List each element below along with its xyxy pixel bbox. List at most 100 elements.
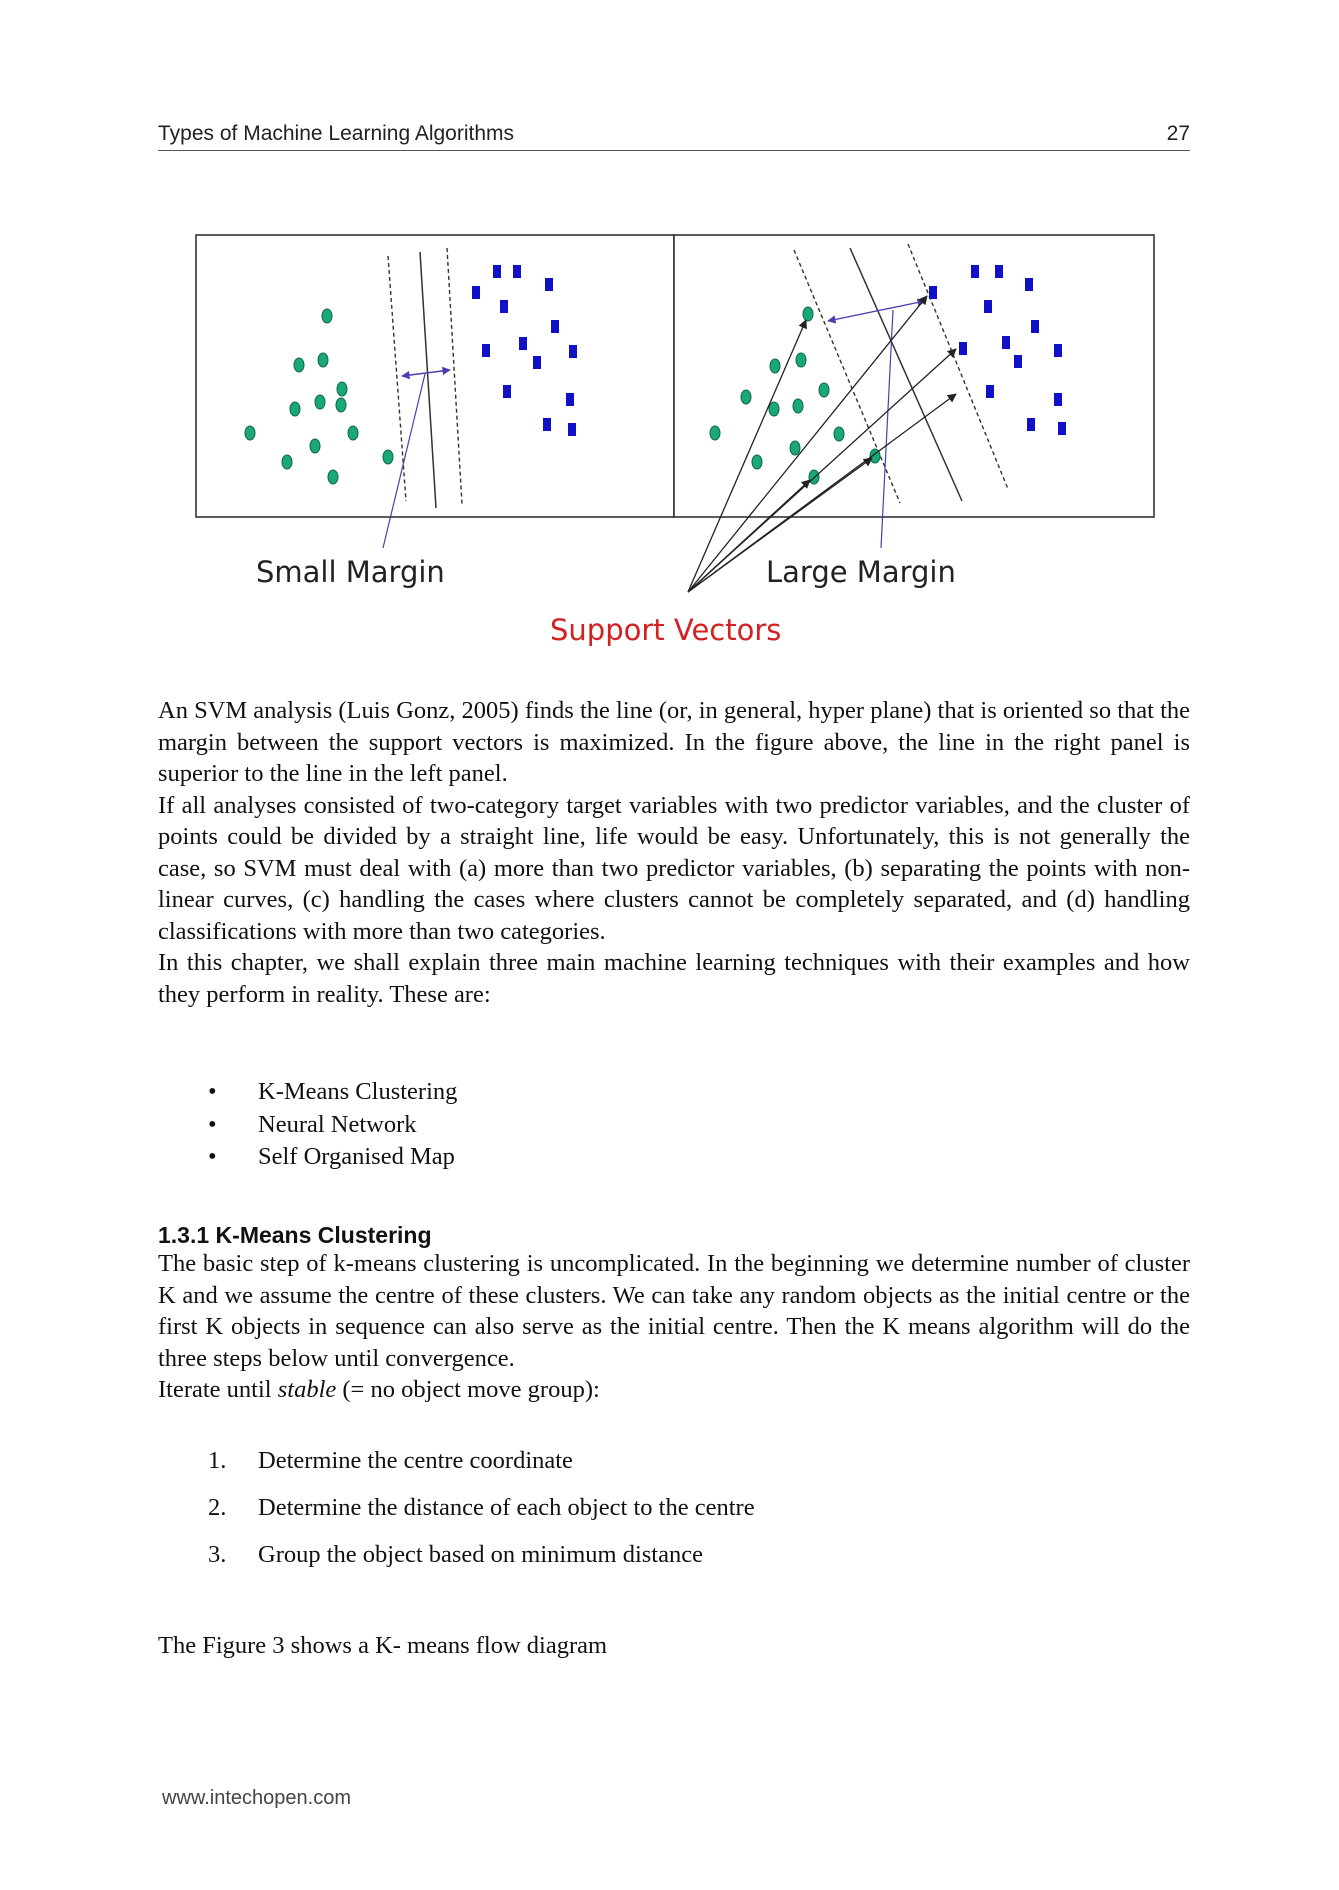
paragraph: In this chapter, we shall explain three … xyxy=(158,949,1190,1008)
circle-point xyxy=(293,357,305,373)
svm-margin-figure: Small Margin Large Margin Support Vector… xyxy=(158,208,1190,673)
paragraph: The Figure 3 shows a K- means flow diagr… xyxy=(158,1632,608,1659)
square-point xyxy=(519,337,527,350)
square-point xyxy=(1027,418,1035,431)
footer-url[interactable]: www.intechopen.com xyxy=(162,1787,351,1809)
sv-arrow xyxy=(687,457,873,593)
bullet-icon: • xyxy=(208,1143,217,1170)
circle-point xyxy=(336,381,348,397)
circle-point xyxy=(751,454,763,470)
list-item: • Self Organised Map xyxy=(158,1141,1190,1174)
step-item: 3. Group the object based on minimum dist… xyxy=(158,1540,1190,1587)
right-panel xyxy=(673,234,1155,518)
square-point xyxy=(971,265,979,278)
square-point xyxy=(1014,355,1022,368)
circle-point xyxy=(795,352,807,368)
square-point xyxy=(986,385,994,398)
square-point xyxy=(543,418,551,431)
circle-point xyxy=(289,401,301,417)
running-title: Types of Machine Learning Algorithms xyxy=(158,122,515,145)
step-number: 1. xyxy=(208,1447,227,1474)
step-number: 2. xyxy=(208,1494,227,1521)
circle-point xyxy=(314,394,326,410)
circle-point xyxy=(792,398,804,414)
circle-point xyxy=(335,397,347,413)
list-item: • K-Means Clustering xyxy=(158,1076,1190,1109)
list-item-text: Self Organised Map xyxy=(258,1143,455,1170)
step-item: 1. Determine the centre coordinate xyxy=(158,1446,1190,1493)
square-point xyxy=(482,344,490,357)
iterate-italic: stable xyxy=(277,1376,337,1403)
list-item-text: K-Means Clustering xyxy=(258,1078,458,1105)
right-margin-line-1 xyxy=(793,249,901,504)
square-point xyxy=(569,345,577,358)
circle-point xyxy=(321,308,333,324)
square-point xyxy=(551,320,559,333)
circle-point xyxy=(709,425,721,441)
square-point xyxy=(1025,278,1033,291)
sv-arrow xyxy=(687,319,807,593)
circle-point xyxy=(818,382,830,398)
square-point xyxy=(929,286,937,299)
kmeans-text: The basic step of k-means clustering is … xyxy=(158,1248,1190,1406)
iterate-suffix: (= no object move group): xyxy=(336,1376,600,1403)
square-point xyxy=(500,300,508,313)
square-point xyxy=(513,265,521,278)
step-number: 3. xyxy=(208,1541,227,1568)
square-point xyxy=(1002,336,1010,349)
sv-arrow xyxy=(687,479,811,593)
list-item-text: Neural Network xyxy=(258,1110,417,1138)
small-margin-pointer xyxy=(382,373,426,549)
circle-point xyxy=(327,469,339,485)
paragraph: The basic step of k-means clustering is … xyxy=(158,1250,1190,1372)
large-margin-pointer xyxy=(880,309,894,549)
square-point xyxy=(1058,422,1066,435)
closing-text: The Figure 3 shows a K- means flow diagr… xyxy=(158,1630,1190,1662)
square-point xyxy=(1054,344,1062,357)
bullet-icon: • xyxy=(208,1110,217,1138)
circle-point xyxy=(802,306,814,322)
step-text: Determine the centre coordinate xyxy=(258,1447,573,1474)
intro-text: An SVM analysis (Luis Gonz, 2005) finds … xyxy=(158,695,1190,1010)
left-hyperplane xyxy=(419,251,437,509)
circle-point xyxy=(281,454,293,470)
technique-list: • K-Means Clustering • Neural Network • Sel… xyxy=(158,1076,1190,1174)
square-point xyxy=(959,342,967,355)
right-squares xyxy=(929,265,1066,435)
iterate-line: Iterate until stable (= no object move g… xyxy=(158,1374,1190,1406)
step-text: Determine the distance of each object to… xyxy=(258,1494,755,1521)
list-item: • Neural Network xyxy=(158,1109,1190,1142)
circle-point xyxy=(347,425,359,441)
square-point xyxy=(995,265,1003,278)
steps-list: 1. Determine the centre coordinate 2. Dete… xyxy=(158,1446,1190,1587)
circle-point xyxy=(317,352,329,368)
step-text: Group the object based on minimum distan… xyxy=(258,1541,703,1568)
left-panel xyxy=(195,234,675,518)
sv-arrow xyxy=(687,295,928,593)
square-point xyxy=(984,300,992,313)
square-point xyxy=(545,278,553,291)
support-vectors-label: Support Vectors xyxy=(550,613,781,647)
square-point xyxy=(568,423,576,436)
small-margin-label: Small Margin xyxy=(256,555,445,589)
paragraph: An SVM analysis (Luis Gonz, 2005) finds … xyxy=(158,697,1190,787)
square-point xyxy=(493,265,501,278)
circle-point xyxy=(833,426,845,442)
bullet-icon: • xyxy=(208,1078,217,1105)
paragraph: If all analyses consisted of two-categor… xyxy=(158,791,1190,945)
step-item: 2. Determine the distance of each object … xyxy=(158,1493,1190,1540)
svm-figure-svg: Small Margin Large Margin Support Vector… xyxy=(195,234,1155,647)
left-squares xyxy=(472,265,577,436)
circle-point xyxy=(789,440,801,456)
square-point xyxy=(503,385,511,398)
square-point xyxy=(1054,393,1062,406)
left-margin-line-1 xyxy=(387,255,407,502)
left-circles xyxy=(244,308,394,485)
circle-point xyxy=(740,389,752,405)
right-margin-arrow xyxy=(827,298,926,324)
running-header: Types of Machine Learning Algorithms 27 xyxy=(158,120,1190,151)
support-vector-arrows xyxy=(687,295,957,593)
page-number: 27 xyxy=(1166,122,1190,145)
square-point xyxy=(1031,320,1039,333)
